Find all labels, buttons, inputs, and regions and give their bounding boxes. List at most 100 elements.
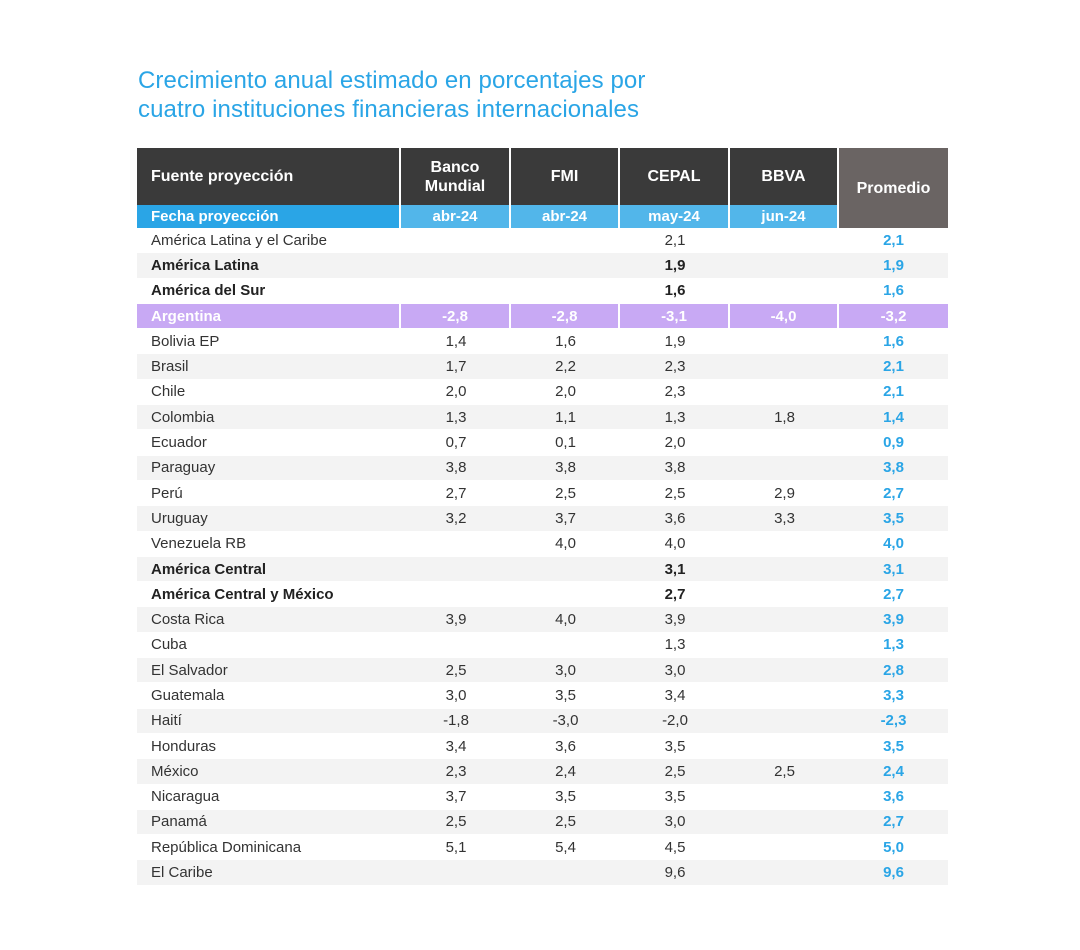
row-name: República Dominicana bbox=[137, 835, 401, 861]
cepal-value: 3,0 bbox=[620, 658, 730, 684]
promedio-value: 2,4 bbox=[839, 759, 948, 785]
row-name: El Caribe bbox=[137, 860, 401, 886]
promedio-value: 3,5 bbox=[839, 733, 948, 760]
banco-mundial-value bbox=[401, 278, 511, 304]
banco-mundial-value bbox=[401, 632, 511, 659]
fmi-value: 3,5 bbox=[511, 683, 620, 709]
cepal-value: 3,6 bbox=[620, 506, 730, 532]
table-row: Haití -1,8 -3,0 -2,0 -2,3 bbox=[137, 708, 948, 734]
table-row: América Central 3,1 3,1 bbox=[137, 556, 948, 583]
bbva-value bbox=[730, 582, 839, 608]
row-name: América Latina bbox=[137, 253, 401, 279]
table-row: Costa Rica 3,9 4,0 3,9 3,9 bbox=[137, 607, 948, 633]
promedio-value: 2,1 bbox=[839, 228, 948, 254]
banco-mundial-value: -2,8 bbox=[401, 303, 511, 330]
fmi-value: 3,7 bbox=[511, 506, 620, 532]
growth-table: Fuente proyección Banco Mundial FMI CEPA… bbox=[137, 148, 948, 886]
banco-mundial-value bbox=[401, 556, 511, 583]
bbva-value bbox=[730, 835, 839, 861]
table-row: América Central y México 2,7 2,7 bbox=[137, 582, 948, 608]
promedio-value: 1,3 bbox=[839, 632, 948, 659]
table-row: Perú 2,7 2,5 2,5 2,9 2,7 bbox=[137, 480, 948, 507]
table-row: Cuba 1,3 1,3 bbox=[137, 632, 948, 659]
row-name: Cuba bbox=[137, 632, 401, 659]
table-row: Panamá 2,5 2,5 3,0 2,7 bbox=[137, 809, 948, 836]
banco-mundial-value bbox=[401, 582, 511, 608]
table-row: Bolivia EP 1,4 1,6 1,9 1,6 bbox=[137, 329, 948, 355]
bbva-value bbox=[730, 658, 839, 684]
cepal-value: 1,9 bbox=[620, 253, 730, 279]
row-name: Nicaragua bbox=[137, 784, 401, 810]
cepal-value: 2,7 bbox=[620, 582, 730, 608]
row-name: Venezuela RB bbox=[137, 531, 401, 557]
date-cell: abr-24 bbox=[511, 205, 620, 228]
cepal-value: 1,6 bbox=[620, 278, 730, 304]
cepal-value: 3,5 bbox=[620, 784, 730, 810]
fmi-value bbox=[511, 228, 620, 254]
fmi-value: -2,8 bbox=[511, 303, 620, 330]
chart-title-line2: cuatro instituciones financieras interna… bbox=[138, 96, 640, 123]
banco-mundial-value: 3,9 bbox=[401, 607, 511, 633]
banco-mundial-value: 2,5 bbox=[401, 658, 511, 684]
fmi-value: 2,5 bbox=[511, 480, 620, 507]
fmi-value: 2,5 bbox=[511, 809, 620, 836]
date-row-label: Fecha proyección bbox=[137, 205, 401, 228]
bbva-value bbox=[730, 556, 839, 583]
banco-mundial-value: 3,2 bbox=[401, 506, 511, 532]
row-name: América del Sur bbox=[137, 278, 401, 304]
banco-mundial-value: 2,5 bbox=[401, 809, 511, 836]
banco-mundial-value: 3,0 bbox=[401, 683, 511, 709]
row-name: Ecuador bbox=[137, 430, 401, 456]
row-name: Uruguay bbox=[137, 506, 401, 532]
bbva-value bbox=[730, 809, 839, 836]
row-name: Bolivia EP bbox=[137, 329, 401, 355]
banco-mundial-value: 2,7 bbox=[401, 480, 511, 507]
cepal-value: 3,1 bbox=[620, 556, 730, 583]
banco-mundial-value bbox=[401, 253, 511, 279]
banco-mundial-value: 1,4 bbox=[401, 329, 511, 355]
row-name: América Central bbox=[137, 556, 401, 583]
row-name: Argentina bbox=[137, 303, 401, 330]
banco-mundial-value: 5,1 bbox=[401, 835, 511, 861]
row-name: Perú bbox=[137, 480, 401, 507]
cepal-value: 1,3 bbox=[620, 405, 730, 431]
bbva-value bbox=[730, 228, 839, 254]
banco-mundial-value: 3,4 bbox=[401, 733, 511, 760]
bbva-value: 1,8 bbox=[730, 405, 839, 431]
cepal-value: 3,4 bbox=[620, 683, 730, 709]
row-name: Panamá bbox=[137, 809, 401, 836]
date-cell: abr-24 bbox=[401, 205, 511, 228]
promedio-value: 2,7 bbox=[839, 582, 948, 608]
fmi-value bbox=[511, 556, 620, 583]
promedio-value: 9,6 bbox=[839, 860, 948, 886]
cepal-value: 2,5 bbox=[620, 480, 730, 507]
table-row: América Latina 1,9 1,9 bbox=[137, 253, 948, 279]
table-row: Uruguay 3,2 3,7 3,6 3,3 3,5 bbox=[137, 506, 948, 532]
table-row: América del Sur 1,6 1,6 bbox=[137, 278, 948, 304]
fmi-value: 4,0 bbox=[511, 607, 620, 633]
table-body: América Latina y el Caribe 2,1 2,1 América … bbox=[137, 228, 948, 886]
banco-mundial-value: 3,7 bbox=[401, 784, 511, 810]
promedio-value: -3,2 bbox=[839, 303, 948, 330]
bbva-value bbox=[730, 607, 839, 633]
table-row: Nicaragua 3,7 3,5 3,5 3,6 bbox=[137, 784, 948, 810]
table-row: El Salvador 2,5 3,0 3,0 2,8 bbox=[137, 658, 948, 684]
date-cell: jun-24 bbox=[730, 205, 839, 228]
fmi-value: 3,0 bbox=[511, 658, 620, 684]
bbva-value bbox=[730, 329, 839, 355]
promedio-value: 3,9 bbox=[839, 607, 948, 633]
table-row: América Latina y el Caribe 2,1 2,1 bbox=[137, 228, 948, 254]
cepal-value: 4,0 bbox=[620, 531, 730, 557]
fmi-value: 3,8 bbox=[511, 455, 620, 481]
banco-mundial-value bbox=[401, 228, 511, 254]
column-header: BBVA bbox=[730, 148, 839, 205]
fmi-value: 2,2 bbox=[511, 354, 620, 380]
cepal-value: 9,6 bbox=[620, 860, 730, 886]
column-header: Banco Mundial bbox=[401, 148, 511, 205]
cepal-value: 3,0 bbox=[620, 809, 730, 836]
bbva-value bbox=[730, 784, 839, 810]
table-row: México 2,3 2,4 2,5 2,5 2,4 bbox=[137, 759, 948, 785]
bbva-value bbox=[730, 430, 839, 456]
row-name: Chile bbox=[137, 379, 401, 406]
promedio-value: 2,7 bbox=[839, 809, 948, 836]
